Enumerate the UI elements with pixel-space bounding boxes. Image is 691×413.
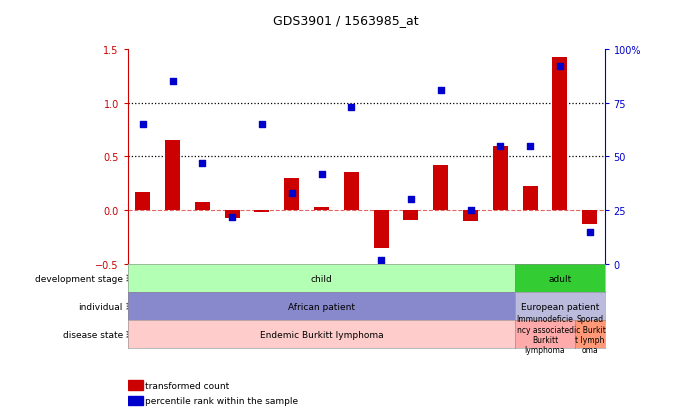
Point bbox=[138, 121, 149, 128]
Bar bbox=[128, 380, 143, 390]
Text: GDS3901 / 1563985_at: GDS3901 / 1563985_at bbox=[273, 14, 418, 27]
Bar bbox=[433, 166, 448, 211]
Point bbox=[376, 257, 387, 263]
Point bbox=[167, 78, 178, 85]
Point bbox=[346, 104, 357, 111]
Point bbox=[197, 160, 208, 167]
Text: African patient: African patient bbox=[288, 302, 355, 311]
Point bbox=[495, 143, 506, 150]
Text: Endemic Burkitt lymphoma: Endemic Burkitt lymphoma bbox=[260, 330, 384, 339]
Bar bbox=[553, 58, 567, 211]
Bar bbox=[493, 146, 508, 211]
Bar bbox=[344, 173, 359, 211]
Bar bbox=[284, 178, 299, 211]
Text: disease state: disease state bbox=[63, 330, 123, 339]
Bar bbox=[128, 396, 143, 405]
Bar bbox=[522, 187, 538, 211]
Point bbox=[316, 171, 327, 178]
Bar bbox=[314, 207, 329, 211]
Text: child: child bbox=[311, 274, 332, 283]
Point bbox=[554, 64, 565, 70]
Text: adult: adult bbox=[548, 274, 571, 283]
Bar bbox=[374, 211, 388, 248]
Text: percentile rank within the sample: percentile rank within the sample bbox=[145, 396, 298, 405]
Text: European patient: European patient bbox=[521, 302, 599, 311]
Point bbox=[227, 214, 238, 221]
Text: individual: individual bbox=[79, 302, 123, 311]
Point bbox=[435, 87, 446, 94]
Text: development stage: development stage bbox=[35, 274, 123, 283]
Bar bbox=[254, 211, 269, 213]
Bar bbox=[463, 211, 478, 221]
Point bbox=[286, 190, 297, 197]
Text: Sporad
ic Burkit
t lymph
oma: Sporad ic Burkit t lymph oma bbox=[574, 314, 606, 355]
Text: Immunodeficie
ncy associated
Burkitt
lymphoma: Immunodeficie ncy associated Burkitt lym… bbox=[517, 314, 574, 355]
Point bbox=[406, 197, 417, 203]
Bar bbox=[404, 211, 418, 220]
Bar bbox=[225, 211, 240, 218]
Point bbox=[524, 143, 536, 150]
Text: transformed count: transformed count bbox=[145, 381, 229, 389]
Point bbox=[465, 207, 476, 214]
Bar bbox=[135, 192, 150, 211]
Bar bbox=[195, 202, 210, 211]
Point bbox=[256, 121, 267, 128]
Bar bbox=[583, 211, 597, 225]
Bar bbox=[165, 141, 180, 211]
Point bbox=[584, 229, 595, 235]
